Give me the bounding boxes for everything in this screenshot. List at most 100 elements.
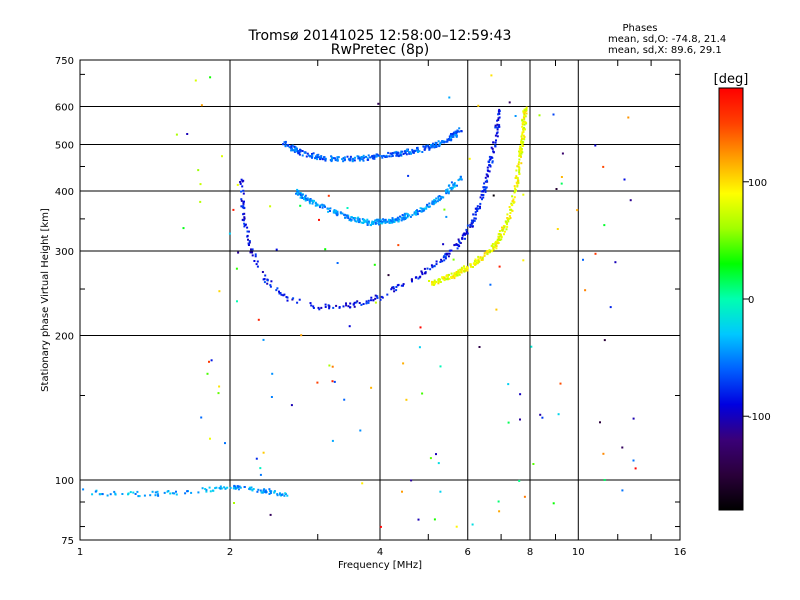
noise-point	[519, 393, 522, 396]
echo-point	[175, 490, 177, 493]
echo-point	[292, 297, 295, 300]
echo-point	[356, 300, 359, 303]
echo-point	[382, 154, 385, 157]
echo-point	[349, 306, 351, 309]
echo-point	[351, 159, 354, 162]
x-tick-label: 1	[77, 547, 83, 558]
noise-point	[236, 183, 239, 186]
echo-point	[352, 217, 355, 219]
echo-point	[329, 159, 332, 161]
echo-point	[243, 222, 246, 225]
echo-point	[384, 155, 387, 158]
echo-point	[163, 491, 166, 494]
echo-point	[435, 260, 438, 263]
stats-x: mean, sd,X: 89.6, 29.1	[608, 45, 722, 56]
echo-point	[333, 209, 336, 212]
echo-point	[264, 489, 267, 492]
echo-point	[455, 134, 458, 137]
echo-point	[243, 206, 246, 209]
echo-point	[391, 152, 394, 155]
echo-point	[501, 226, 503, 229]
echo-point	[314, 202, 317, 205]
echo-point	[498, 235, 501, 238]
echo-point	[445, 140, 448, 143]
echo-point	[251, 251, 254, 254]
echo-point	[412, 151, 415, 154]
echo-point	[416, 147, 418, 149]
noise-point	[557, 413, 560, 416]
echo-point	[396, 152, 398, 155]
echo-point	[425, 207, 428, 210]
echo-point	[366, 158, 369, 161]
echo-point	[461, 237, 464, 240]
echo-point	[309, 302, 312, 305]
echo-point	[368, 221, 370, 224]
echo-point	[414, 150, 417, 153]
echo-point	[437, 278, 440, 281]
noise-point	[556, 228, 559, 230]
echo-point	[456, 184, 458, 187]
echo-point	[297, 193, 300, 196]
echo-point	[409, 151, 412, 154]
echo-point	[450, 181, 453, 184]
echo-point	[423, 207, 426, 210]
echo-point	[411, 214, 414, 217]
echo-point	[503, 230, 506, 233]
echo-point	[473, 260, 476, 262]
noise-point	[359, 429, 362, 432]
echo-point	[332, 211, 335, 214]
noise-point	[594, 252, 597, 255]
echo-point	[413, 211, 416, 214]
echo-point	[523, 115, 526, 118]
echo-point	[357, 216, 360, 219]
echo-point	[457, 238, 460, 241]
echo-point	[378, 154, 381, 157]
noise-point	[498, 265, 501, 268]
echo-point	[393, 290, 396, 293]
echo-point	[336, 211, 339, 214]
echo-point	[455, 273, 458, 276]
echo-point	[344, 213, 346, 216]
echo-point	[511, 195, 514, 198]
echo-point	[510, 204, 513, 206]
echo-point	[520, 139, 523, 142]
echo-point	[342, 157, 345, 160]
y-tick-label: 600	[55, 103, 74, 114]
echo-point	[438, 199, 441, 202]
noise-point	[402, 362, 405, 365]
echo-point	[515, 176, 518, 179]
echo-point	[366, 218, 369, 221]
echo-point	[466, 232, 469, 235]
echo-point	[304, 197, 307, 200]
echo-point	[439, 281, 442, 283]
echo-point	[520, 162, 523, 165]
echo-point	[248, 486, 251, 489]
echo-point	[430, 264, 433, 267]
echo-point	[516, 182, 519, 185]
echo-point	[486, 252, 489, 255]
echo-point	[269, 284, 272, 287]
echo-point	[521, 121, 524, 124]
y-tick-label: 75	[61, 536, 74, 547]
echo-point	[399, 152, 402, 155]
echo-point	[396, 284, 399, 287]
echo-point	[403, 215, 406, 218]
noise-point	[468, 157, 471, 160]
noise-point	[478, 346, 481, 348]
echo-point	[410, 279, 413, 281]
echo-point	[129, 491, 132, 494]
echo-point	[371, 220, 374, 223]
echo-point	[482, 196, 485, 199]
echo-point	[402, 283, 405, 286]
echo-point	[463, 233, 466, 236]
echo-point	[316, 203, 319, 206]
echo-point	[492, 248, 495, 251]
echo-point	[301, 197, 304, 199]
echo-point	[480, 259, 483, 261]
echo-point	[421, 271, 424, 274]
echo-point	[322, 204, 325, 207]
noise-point	[218, 385, 221, 388]
noise-point	[209, 76, 212, 79]
echo-point	[488, 161, 491, 164]
echo-point	[312, 307, 315, 309]
